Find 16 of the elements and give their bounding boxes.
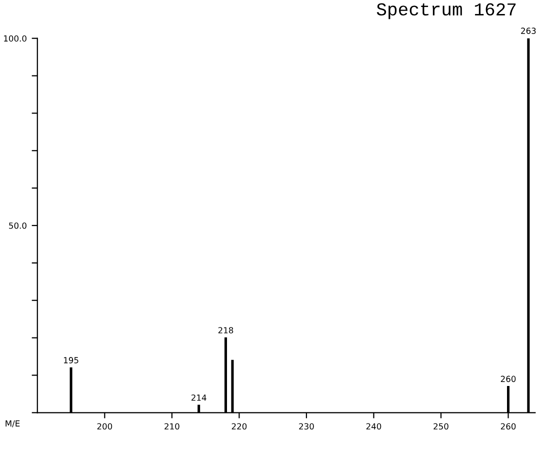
x-tick-label: 230 [299, 423, 314, 430]
x-axis-title: M/E [6, 420, 20, 428]
x-tick-label: 260 [500, 423, 516, 430]
x-tick-label: 240 [366, 423, 382, 430]
annotation: 218 [218, 327, 234, 334]
y-tick-label: 100.0 [4, 35, 26, 42]
x-tick-label: 210 [164, 423, 180, 430]
chart-title: Spectrum 1627 [376, 3, 516, 20]
annotation: 214 [191, 394, 206, 401]
annotation: 195 [64, 357, 78, 364]
y-tick-label: 50.0 [9, 222, 26, 229]
x-tick-label: 220 [232, 423, 247, 430]
annotation: 260 [500, 376, 516, 382]
annotation: 263 [521, 28, 536, 34]
x-tick-label: 200 [97, 423, 112, 430]
x-tick-label: 250 [434, 423, 448, 430]
